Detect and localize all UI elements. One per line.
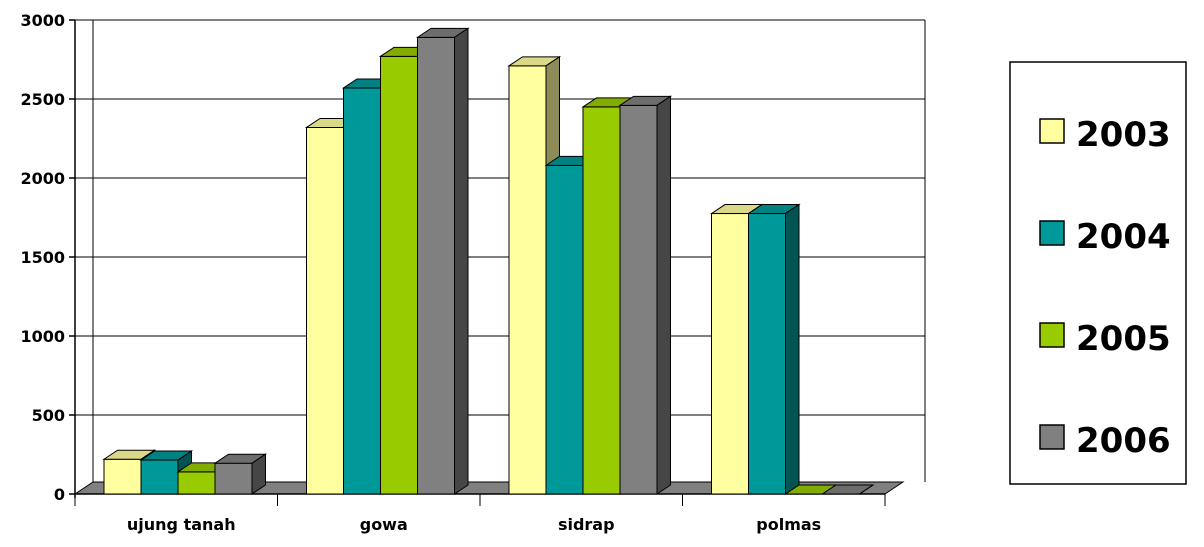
bar-side	[656, 95, 671, 495]
bar-front	[103, 458, 142, 495]
y-tick-label: 2000	[20, 169, 65, 188]
bar-front	[214, 462, 253, 495]
bar	[820, 484, 875, 495]
y-tick-label: 2500	[20, 90, 65, 109]
bar-front	[582, 106, 621, 495]
y-tick-labels: 0 500 1000 1500 2000 2500 3000	[20, 11, 65, 504]
x-category-label: ujung tanah	[127, 515, 236, 534]
x-category-label: polmas	[756, 515, 821, 534]
bar-front	[380, 55, 418, 495]
legend-label: 2003	[1076, 115, 1171, 155]
legend-label: 2006	[1076, 421, 1171, 461]
bar-front	[619, 104, 658, 495]
legend: 2003 2004 2005 2006	[1009, 61, 1187, 485]
bar-side	[785, 203, 800, 495]
y-tick-label: 3000	[20, 11, 65, 30]
bar	[213, 453, 268, 495]
legend-label: 2004	[1076, 217, 1171, 257]
bar-front	[140, 459, 179, 495]
y-tick-label: 1000	[20, 327, 65, 346]
legend-swatch	[1039, 220, 1065, 246]
bar-front	[417, 36, 455, 495]
legend-swatch	[1039, 424, 1065, 450]
bar	[618, 95, 673, 495]
legend-swatch	[1039, 118, 1065, 144]
y-tick-label: 1500	[20, 248, 65, 267]
x-category-label: sidrap	[558, 515, 615, 534]
bar	[746, 203, 801, 495]
bar-front	[343, 87, 381, 495]
legend-label: 2005	[1076, 319, 1171, 359]
y-tick-label: 0	[54, 485, 65, 504]
x-category-labels: ujung tanah gowa sidrap polmas	[127, 515, 821, 534]
bar-front	[508, 65, 547, 495]
bars	[102, 27, 875, 495]
legend-swatch	[1039, 322, 1065, 348]
bar	[415, 27, 470, 495]
bar-front	[306, 126, 344, 495]
bar-front	[748, 213, 786, 495]
bar-front	[177, 471, 216, 495]
bar-side	[251, 453, 266, 495]
bar-front	[545, 164, 584, 495]
bar-side	[454, 27, 469, 495]
bar-front	[711, 213, 749, 495]
y-tick-label: 500	[32, 406, 65, 425]
x-category-label: gowa	[360, 515, 408, 534]
bar-side	[859, 484, 874, 495]
